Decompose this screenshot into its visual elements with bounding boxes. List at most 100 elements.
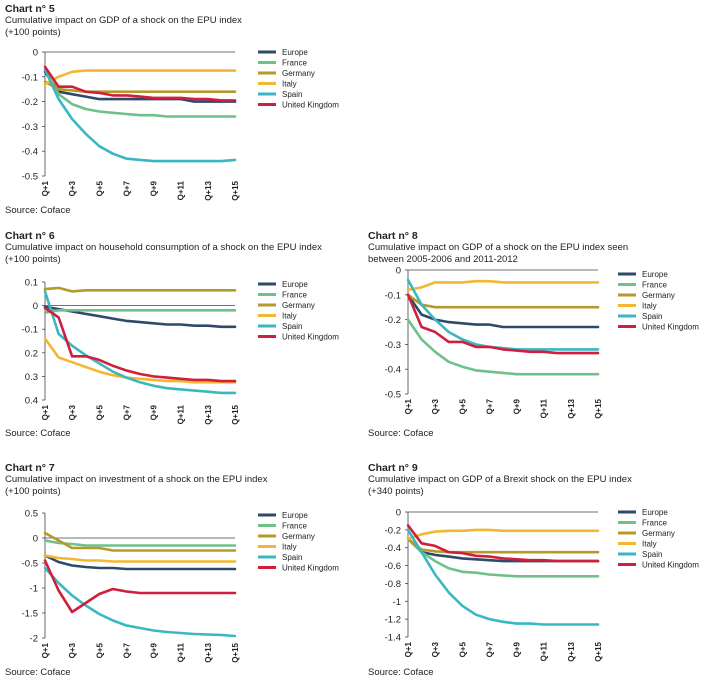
legend-label: Spain: [282, 90, 302, 99]
series-line-germany: [43, 286, 237, 293]
y-tick-label: -0.5: [385, 390, 401, 401]
y-tick-label: 0: [33, 301, 38, 312]
series-line-europe: [43, 305, 237, 329]
source-note: Source: Coface: [368, 667, 434, 678]
legend-label: United Kingdom: [282, 101, 339, 110]
y-tick-label: -0.1: [22, 72, 38, 83]
x-tick-label: Q+3: [431, 641, 440, 657]
y-tick-label: -0.5: [22, 559, 38, 570]
chart-number: Chart n° 8: [368, 230, 418, 242]
x-tick-label: Q+5: [458, 641, 467, 657]
x-tick-label: Q+1: [404, 398, 413, 414]
x-tick-label: Q+11: [177, 180, 186, 200]
x-tick-label: Q+13: [204, 404, 213, 424]
x-tick-label: Q+13: [567, 398, 576, 418]
chart-title: Cumulative impact on GDP of a shock on t…: [5, 15, 242, 38]
series-line-france: [406, 318, 600, 376]
chart-8-svg: 0 -0.1 -0.2 -0.3 -0.4 -0.5Q+1 Q+3 Q+5 Q+7 Q+9 Q+11…: [385, 266, 700, 419]
chart-number: Chart n° 9: [368, 462, 418, 474]
y-tick-label: -1.5: [22, 609, 38, 620]
x-tick-label: Q+7: [485, 398, 494, 414]
series-line-united-kingdom: [406, 524, 600, 563]
chart-title: Cumulative impact on household consumpti…: [5, 242, 322, 265]
x-tick-label: Q+1: [41, 642, 50, 658]
chart-9-panel: Chart n° 9 Cumulative impact on GDP of a…: [368, 462, 703, 497]
series-line-united-kingdom: [43, 306, 237, 383]
legend-label: Spain: [282, 322, 302, 331]
x-tick-label: Q+3: [431, 398, 440, 414]
chart-6-svg: 0.1 0 -0.1 0.2 0.3 0.4Q+1 Q+3 Q+5 Q+7 Q+9 Q+11 Q+13…: [22, 278, 340, 425]
legend-label: France: [282, 59, 307, 68]
series-line-germany: [406, 293, 600, 309]
series-line-spain: [43, 290, 237, 395]
series-line-spain: [43, 68, 237, 163]
series-line-italy: [406, 528, 600, 541]
series-line-europe: [406, 293, 600, 329]
legend-label: Europe: [282, 511, 308, 520]
legend-label: Europe: [282, 280, 308, 289]
x-tick-label: Q+5: [95, 180, 104, 196]
series-line-france: [43, 309, 237, 314]
chart-7-svg: 0.5 0 -0.5 -1 -1.5 -2Q+1 Q+3 Q+5 Q+7 Q+9 Q+11 Q+13 Q…: [22, 509, 340, 663]
legend-label: France: [642, 281, 667, 290]
series-line-united-kingdom: [43, 65, 237, 102]
x-tick-label: Q+15: [594, 398, 603, 418]
legend-label: France: [282, 522, 307, 531]
series-line-germany: [406, 537, 600, 554]
y-tick-label: -0.4: [385, 543, 401, 554]
y-tick-label: 0: [396, 508, 401, 519]
x-tick-label: Q+5: [95, 404, 104, 420]
legend-label: Europe: [642, 270, 668, 279]
x-tick-label: Q+1: [41, 404, 50, 420]
series-line-germany: [43, 531, 237, 552]
series-line-france: [406, 537, 600, 578]
y-tick-label: -0.6: [385, 561, 401, 572]
y-tick-label: -0.2: [385, 525, 401, 536]
y-tick-label: -1.2: [385, 615, 401, 626]
y-tick-label: -0.4: [22, 147, 38, 158]
x-tick-label: Q+9: [150, 642, 159, 658]
chart-number: Chart n° 6: [5, 230, 55, 242]
x-tick-label: Q+11: [177, 404, 186, 424]
series-line-united-kingdom: [43, 559, 237, 614]
chart-6-panel: Chart n° 6 Cumulative impact on househol…: [5, 230, 350, 265]
legend-label: Germany: [642, 291, 675, 300]
source-note: Source: Coface: [5, 428, 71, 439]
y-tick-label: -0.8: [385, 579, 401, 590]
x-tick-label: Q+11: [177, 642, 186, 662]
legend-label: Italy: [282, 543, 297, 552]
chart-title: Cumulative impact on investment of a sho…: [5, 474, 268, 497]
x-tick-label: Q+13: [567, 641, 576, 661]
series-line-spain: [406, 528, 600, 626]
x-tick-label: Q+3: [68, 180, 77, 196]
y-tick-label: -1: [30, 584, 38, 595]
x-tick-label: Q+7: [122, 404, 131, 420]
y-tick-label: 0: [396, 266, 401, 277]
y-tick-label: -1: [393, 597, 401, 608]
y-tick-label: -0.2: [22, 97, 38, 108]
legend-label: Spain: [642, 312, 662, 321]
x-tick-label: Q+15: [594, 641, 603, 661]
series-line-europe: [43, 70, 237, 103]
series-line-united-kingdom: [406, 293, 600, 355]
source-note: Source: Coface: [5, 667, 71, 678]
x-tick-label: Q+1: [404, 641, 413, 657]
x-tick-label: Q+11: [540, 398, 549, 418]
chart-title: Cumulative impact on GDP of a Brexit sho…: [368, 474, 632, 497]
series-line-italy: [43, 69, 237, 86]
chart-5-svg: 0 -0.1 -0.2 -0.3 -0.4 -0.5Q+1 Q+3 Q+5 Q+7 Q+9 Q+11…: [22, 48, 340, 201]
y-tick-label: 0.1: [25, 278, 38, 289]
y-tick-label: -0.1: [22, 325, 38, 336]
x-tick-label: Q+9: [513, 641, 522, 657]
x-tick-label: Q+7: [122, 180, 131, 196]
series-line-germany: [43, 80, 237, 93]
series-line-europe: [43, 554, 237, 571]
x-tick-label: Q+7: [122, 642, 131, 658]
legend-label: United Kingdom: [282, 564, 339, 573]
chart-5-panel: Chart n° 5 Cumulative impact on GDP of a…: [5, 3, 345, 38]
chart-7-panel: Chart n° 7 Cumulative impact on investme…: [5, 462, 345, 497]
x-tick-label: Q+3: [68, 642, 77, 658]
legend-label: Europe: [642, 508, 668, 517]
y-tick-label: -2: [30, 634, 38, 645]
x-tick-label: Q+3: [68, 404, 77, 420]
